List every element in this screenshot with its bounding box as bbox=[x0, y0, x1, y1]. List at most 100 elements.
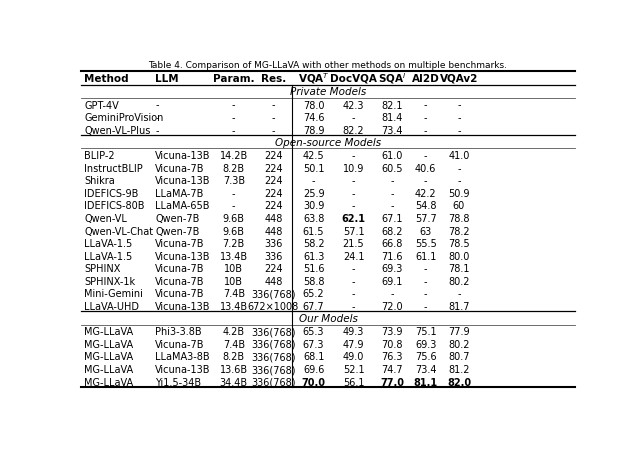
Text: -: - bbox=[232, 100, 236, 110]
Text: Vicuna-7B: Vicuna-7B bbox=[156, 276, 205, 286]
Text: 7.3B: 7.3B bbox=[223, 176, 245, 186]
Text: -: - bbox=[457, 176, 461, 186]
Text: 9.6B: 9.6B bbox=[223, 226, 244, 236]
Text: 448: 448 bbox=[264, 226, 283, 236]
Text: DocVQA: DocVQA bbox=[330, 74, 377, 83]
Text: -: - bbox=[424, 263, 428, 274]
Text: -: - bbox=[272, 100, 275, 110]
Text: LLM: LLM bbox=[156, 74, 179, 83]
Text: 78.5: 78.5 bbox=[448, 238, 470, 249]
Text: 24.1: 24.1 bbox=[343, 251, 364, 261]
Text: 81.4: 81.4 bbox=[381, 113, 403, 123]
Text: 25.9: 25.9 bbox=[303, 188, 324, 199]
Text: SPHINX: SPHINX bbox=[84, 263, 121, 274]
Text: 336(768): 336(768) bbox=[251, 339, 296, 349]
Text: Vicuna-13B: Vicuna-13B bbox=[156, 301, 211, 311]
Text: 56.1: 56.1 bbox=[343, 377, 364, 387]
Text: 672×1008: 672×1008 bbox=[248, 301, 299, 311]
Text: -: - bbox=[232, 201, 236, 211]
Text: 73.4: 73.4 bbox=[381, 125, 403, 135]
Text: Open-source Models: Open-source Models bbox=[275, 138, 381, 148]
Text: -: - bbox=[232, 113, 236, 123]
Text: 336(768): 336(768) bbox=[251, 288, 296, 299]
Text: 63: 63 bbox=[420, 226, 432, 236]
Text: BLIP-2: BLIP-2 bbox=[84, 151, 115, 161]
Text: 60: 60 bbox=[453, 201, 465, 211]
Text: 63.8: 63.8 bbox=[303, 213, 324, 224]
Text: 336: 336 bbox=[264, 251, 283, 261]
Text: Table 4. Comparison of MG-LLaVA with other methods on multiple benchmarks.: Table 4. Comparison of MG-LLaVA with oth… bbox=[148, 61, 508, 70]
Text: 21.5: 21.5 bbox=[343, 238, 364, 249]
Text: InstructBLIP: InstructBLIP bbox=[84, 163, 143, 174]
Text: -: - bbox=[352, 113, 355, 123]
Text: 69.3: 69.3 bbox=[381, 263, 403, 274]
Text: -: - bbox=[457, 100, 461, 110]
Text: -: - bbox=[457, 288, 461, 299]
Text: Method: Method bbox=[84, 74, 129, 83]
Text: 69.6: 69.6 bbox=[303, 364, 324, 374]
Text: 10B: 10B bbox=[224, 276, 243, 286]
Text: 50.1: 50.1 bbox=[303, 163, 324, 174]
Text: Qwen-VL-Plus: Qwen-VL-Plus bbox=[84, 125, 151, 135]
Text: -: - bbox=[390, 176, 394, 186]
Text: 80.7: 80.7 bbox=[448, 352, 470, 362]
Text: 61.1: 61.1 bbox=[415, 251, 436, 261]
Text: -: - bbox=[457, 113, 461, 123]
Text: 224: 224 bbox=[264, 188, 283, 199]
Text: 224: 224 bbox=[264, 201, 283, 211]
Text: MG-LLaVA: MG-LLaVA bbox=[84, 327, 134, 337]
Text: Param.: Param. bbox=[213, 74, 255, 83]
Text: 65.2: 65.2 bbox=[303, 288, 324, 299]
Text: 75.1: 75.1 bbox=[415, 327, 436, 337]
Text: -: - bbox=[352, 151, 355, 161]
Text: GPT-4V: GPT-4V bbox=[84, 100, 119, 110]
Text: Vicuna-7B: Vicuna-7B bbox=[156, 238, 205, 249]
Text: 30.9: 30.9 bbox=[303, 201, 324, 211]
Text: 42.5: 42.5 bbox=[303, 151, 324, 161]
Text: 336(768): 336(768) bbox=[251, 352, 296, 362]
Text: 78.8: 78.8 bbox=[448, 213, 470, 224]
Text: 224: 224 bbox=[264, 151, 283, 161]
Text: 7.4B: 7.4B bbox=[223, 288, 245, 299]
Text: 13.4B: 13.4B bbox=[220, 251, 248, 261]
Text: -: - bbox=[390, 201, 394, 211]
Text: -: - bbox=[424, 288, 428, 299]
Text: 47.9: 47.9 bbox=[343, 339, 364, 349]
Text: 80.0: 80.0 bbox=[448, 251, 470, 261]
Text: 78.2: 78.2 bbox=[448, 226, 470, 236]
Text: LLaMA3-8B: LLaMA3-8B bbox=[156, 352, 210, 362]
Text: -: - bbox=[390, 188, 394, 199]
Text: -: - bbox=[156, 100, 159, 110]
Text: 9.6B: 9.6B bbox=[223, 213, 244, 224]
Text: IDEFICS-9B: IDEFICS-9B bbox=[84, 188, 139, 199]
Text: 60.5: 60.5 bbox=[381, 163, 403, 174]
Text: Our Models: Our Models bbox=[299, 313, 357, 323]
Text: 52.1: 52.1 bbox=[343, 364, 364, 374]
Text: 77.9: 77.9 bbox=[448, 327, 470, 337]
Text: 69.3: 69.3 bbox=[415, 339, 436, 349]
Text: 75.6: 75.6 bbox=[415, 352, 436, 362]
Text: IDEFICS-80B: IDEFICS-80B bbox=[84, 201, 145, 211]
Text: 67.7: 67.7 bbox=[303, 301, 324, 311]
Text: 76.3: 76.3 bbox=[381, 352, 403, 362]
Text: 74.6: 74.6 bbox=[303, 113, 324, 123]
Text: 13.4B: 13.4B bbox=[220, 301, 248, 311]
Text: Qwen-VL: Qwen-VL bbox=[84, 213, 127, 224]
Text: -: - bbox=[424, 100, 428, 110]
Text: 49.3: 49.3 bbox=[343, 327, 364, 337]
Text: 73.9: 73.9 bbox=[381, 327, 403, 337]
Text: 82.0: 82.0 bbox=[447, 377, 471, 387]
Text: 448: 448 bbox=[264, 276, 283, 286]
Text: 54.8: 54.8 bbox=[415, 201, 436, 211]
Text: 42.3: 42.3 bbox=[343, 100, 364, 110]
Text: 80.2: 80.2 bbox=[448, 276, 470, 286]
Text: 74.7: 74.7 bbox=[381, 364, 403, 374]
Text: 224: 224 bbox=[264, 163, 283, 174]
Text: 224: 224 bbox=[264, 263, 283, 274]
Text: -: - bbox=[352, 201, 355, 211]
Text: 68.2: 68.2 bbox=[381, 226, 403, 236]
Text: 77.0: 77.0 bbox=[380, 377, 404, 387]
Text: 448: 448 bbox=[264, 213, 283, 224]
Text: Vicuna-13B: Vicuna-13B bbox=[156, 364, 211, 374]
Text: 49.0: 49.0 bbox=[343, 352, 364, 362]
